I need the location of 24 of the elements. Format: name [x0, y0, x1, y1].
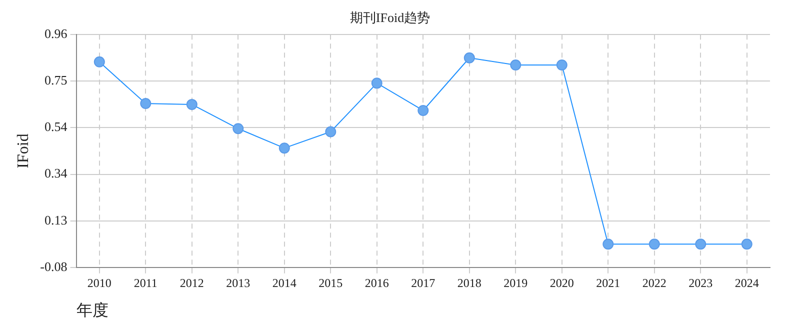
x-tick-label: 2020: [550, 276, 574, 290]
x-tick-label: 2014: [272, 276, 296, 290]
x-axis-title: 年度: [76, 302, 108, 320]
x-tick-label: 2018: [457, 276, 482, 290]
x-tick-label: 2021: [596, 276, 620, 290]
x-tick-label: 2012: [180, 276, 204, 290]
x-tick-label: 2010: [87, 276, 112, 290]
chart-title: 期刊IFoid趋势: [350, 10, 430, 26]
x-tick-label: 2024: [734, 276, 759, 290]
x-tick-label: 2023: [688, 276, 713, 290]
x-tick-label: 2019: [504, 276, 528, 290]
x-tick-label: 2015: [318, 276, 343, 290]
y-tick-label: 0.75: [44, 72, 68, 88]
x-tick-label: 2016: [364, 276, 389, 290]
y-tick-label: 0.34: [44, 166, 68, 181]
x-tick-label: 2017: [411, 276, 436, 290]
y-tick-label: -0.08: [40, 258, 68, 274]
x-tick-label: 2022: [642, 276, 666, 290]
y-tick-label: 0.96: [44, 26, 68, 42]
y-tick-label: 0.54: [44, 119, 68, 134]
y-axis-title: IFoid: [14, 134, 32, 168]
x-tick-label: 2013: [226, 276, 250, 290]
x-tick-label: 2011: [134, 276, 158, 290]
y-tick-label: 0.13: [44, 212, 68, 228]
